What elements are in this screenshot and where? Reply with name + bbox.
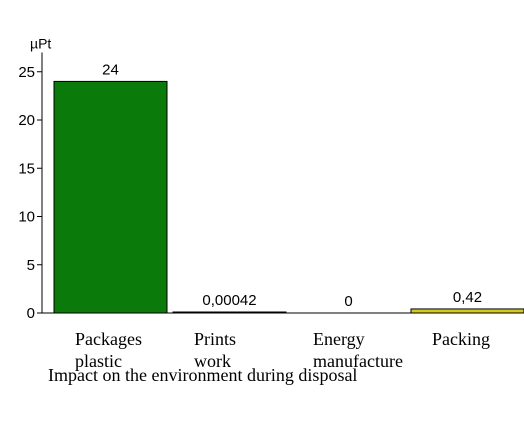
y-axis-unit-label: µPt: [30, 35, 51, 51]
bar-value-label: 0,00042: [202, 292, 256, 309]
x-category-label: Energy manufacture: [313, 329, 403, 371]
bar: [53, 80, 168, 314]
bar-value-label: 24: [102, 61, 119, 78]
x-category-label: Packing: [432, 329, 490, 349]
bar-value-label: 0,42: [453, 289, 482, 306]
bar: [172, 311, 287, 314]
x-category-label: Packages plastic: [75, 329, 142, 371]
bar: [410, 308, 524, 314]
chart-caption: Impact on the environment during disposa…: [48, 365, 358, 385]
y-tick-label: 10: [18, 209, 35, 226]
y-tick-label: 0: [27, 305, 35, 322]
y-tick-label: 5: [27, 257, 35, 274]
y-tick-label: 25: [18, 64, 35, 81]
bar-value-label: 0: [344, 293, 352, 310]
x-category-label: Prints work: [194, 329, 236, 371]
y-tick-label: 15: [18, 160, 35, 177]
y-tick-label: 20: [18, 112, 35, 129]
